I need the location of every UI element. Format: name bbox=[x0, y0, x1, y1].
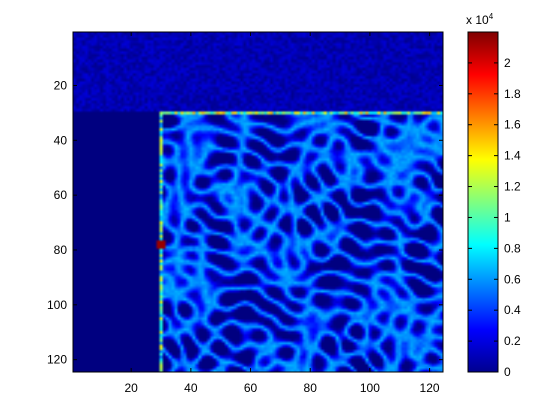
x-axis: 20 40 60 80 100 120 bbox=[125, 32, 440, 395]
heatmap-image bbox=[73, 32, 443, 372]
y-tick-label: 100 bbox=[47, 298, 67, 312]
x-tick-label: 120 bbox=[420, 381, 440, 395]
colorbar-tick-label: 1.8 bbox=[504, 87, 521, 101]
y-tick-label: 40 bbox=[54, 133, 68, 147]
y-tick-label: 60 bbox=[54, 188, 68, 202]
colorbar-tick-label: 1.4 bbox=[504, 149, 521, 163]
colorbar-frame bbox=[467, 31, 499, 373]
x-tick-label: 20 bbox=[125, 381, 139, 395]
y-tick-label: 20 bbox=[54, 78, 68, 92]
y-tick-label: 120 bbox=[47, 353, 67, 367]
plot-frame bbox=[72, 31, 444, 373]
colorbar-multiplier: x 104 bbox=[466, 12, 494, 27]
colorbar-tick-label: 2 bbox=[504, 56, 511, 70]
x-tick-label: 100 bbox=[360, 381, 380, 395]
colorbar-tick-label: 0 bbox=[504, 365, 511, 379]
y-axis: 20 40 60 80 100 120 bbox=[47, 78, 443, 367]
heatmap-plot: 20 40 60 80 100 120 20 40 60 80 100 120 bbox=[47, 31, 444, 395]
colorbar-tick-label: 0.6 bbox=[504, 272, 521, 286]
x-tick-label: 60 bbox=[244, 381, 258, 395]
colorbar-tick-label: 1.6 bbox=[504, 118, 521, 132]
colorbar-tick-label: 1 bbox=[504, 210, 511, 224]
colorbar-tick-label: 0.2 bbox=[504, 334, 521, 348]
colorbar-ticks: 0 0.2 0.4 0.6 0.8 1 1.2 1.4 1.6 1.8 2 bbox=[468, 56, 521, 379]
colorbar-tick-label: 1.2 bbox=[504, 180, 521, 194]
x-tick-label: 80 bbox=[304, 381, 318, 395]
colorbar-tick-label: 0.4 bbox=[504, 303, 521, 317]
colorbar-gradient bbox=[468, 32, 498, 372]
colorbar-tick-label: 0.8 bbox=[504, 241, 521, 255]
y-tick-label: 80 bbox=[54, 243, 68, 257]
colorbar: 0 0.2 0.4 0.6 0.8 1 1.2 1.4 1.6 1.8 2 x 104 bbox=[466, 12, 521, 379]
x-tick-label: 40 bbox=[184, 381, 198, 395]
